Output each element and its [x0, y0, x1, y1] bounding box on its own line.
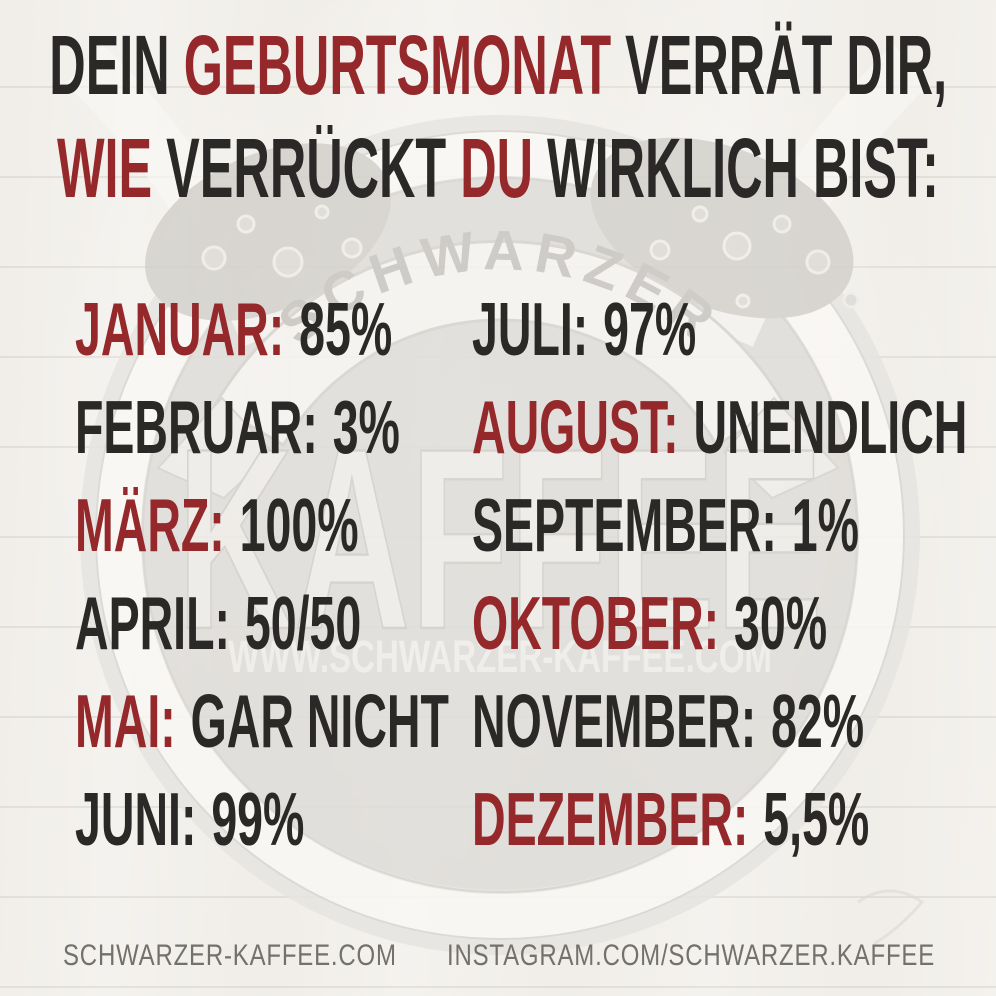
month-column-right: JULI: 97% AUGUST: UNENDLICH SEPTEMBER: 1% O… [472, 280, 996, 868]
month-label: NOVEMBER: [472, 678, 757, 763]
month-row-dezember: DEZEMBER: 5,5% [472, 770, 996, 868]
month-value: 50/50 [244, 580, 362, 665]
month-value: 1% [791, 482, 859, 567]
month-row-april: APRIL: 50/50 [75, 574, 678, 672]
month-label: AUGUST: [472, 384, 679, 469]
month-value: 99% [211, 776, 305, 861]
title-seg: VERRÜCKT [152, 121, 461, 215]
title-seg: VERRÄT DIR, [610, 18, 947, 112]
title-seg: WIRKLICH BIST: [533, 121, 939, 215]
month-label: JUNI: [75, 776, 197, 861]
month-row-maerz: MÄRZ: 100% [75, 476, 678, 574]
footer: SCHWARZER-KAFFEE.COM INSTAGRAM.COM/SCHWA… [0, 936, 996, 976]
month-value: 30% [734, 580, 828, 665]
month-row-juni: JUNI: 99% [75, 770, 678, 868]
footer-instagram-url: INSTAGRAM.COM/SCHWARZER.KAFFEE [325, 936, 935, 976]
month-value: 100% [239, 482, 359, 567]
month-row-september: SEPTEMBER: 1% [472, 476, 996, 574]
month-column-left: JANUAR: 85% FEBRUAR: 3% MÄRZ: 100% APRIL: 50… [75, 280, 678, 868]
footer-site-url: SCHWARZER-KAFFEE.COM [63, 936, 480, 976]
month-row-februar: FEBRUAR: 3% [75, 378, 678, 476]
watermark-main-text: KAFFEE [177, 394, 823, 683]
month-label: OKTOBER: [472, 580, 720, 665]
title-line-2: WIE VERRÜCKT DU WIRKLICH BIST: [0, 120, 996, 216]
month-row-november: NOVEMBER: 82% [472, 672, 996, 770]
month-label: MAI: [75, 678, 176, 763]
month-row-mai: MAI: GAR NICHT [75, 672, 678, 770]
month-value: GAR NICHT [190, 678, 449, 763]
footer-site-url-text: SCHWARZER-KAFFEE.COM [63, 939, 397, 972]
foam-bubbles [201, 204, 860, 309]
mug-rim-ring [95, 130, 905, 940]
footer-instagram-url-text: INSTAGRAM.COM/SCHWARZER.KAFFEE [446, 939, 935, 972]
month-label: FEBRUAR: [75, 384, 318, 469]
month-row-januar: JANUAR: 85% [75, 280, 678, 378]
month-row-oktober: OKTOBER: 30% [472, 574, 996, 672]
month-value: 82% [771, 678, 865, 763]
month-value: UNENDLICH [693, 384, 968, 469]
foam-right [590, 137, 854, 319]
wood-knot-mark [857, 889, 925, 946]
title-line-1-text: DEIN GEBURTSMONAT VERRÄT DIR, [49, 23, 947, 107]
title-line-1: DEIN GEBURTSMONAT VERRÄT DIR, [0, 17, 996, 113]
banner-tail-right [722, 396, 840, 500]
mug-rim-edge-inner [142, 177, 858, 893]
title-seg: GEBURTSMONAT [183, 18, 611, 112]
title-line-2-text: WIE VERRÜCKT DU WIRKLICH BIST: [57, 126, 939, 210]
title-seg: DU [460, 121, 534, 215]
month-row-august: AUGUST: UNENDLICH [472, 378, 996, 476]
banner-ribbon [212, 239, 788, 448]
month-row-juli: JULI: 97% [472, 280, 996, 378]
month-label: SEPTEMBER: [472, 482, 777, 567]
month-label: APRIL: [75, 580, 230, 665]
title-seg: WIE [57, 121, 153, 215]
month-label: JANUAR: [75, 286, 285, 371]
foam-left [145, 143, 391, 321]
month-label: MÄRZ: [75, 482, 225, 567]
banner-tail-left [156, 396, 274, 500]
month-value: 97% [603, 286, 697, 371]
watermark-url-text: WWW.SCHWARZER-KAFFEE.COM [228, 631, 772, 682]
month-value: 5,5% [763, 776, 870, 861]
month-value: 85% [299, 286, 393, 371]
title-seg: DEIN [49, 18, 184, 112]
month-label: JULI: [472, 286, 589, 371]
month-label: DEZEMBER: [472, 776, 749, 861]
month-value: 3% [332, 384, 400, 469]
mug-rim-edge-outer [95, 130, 905, 940]
